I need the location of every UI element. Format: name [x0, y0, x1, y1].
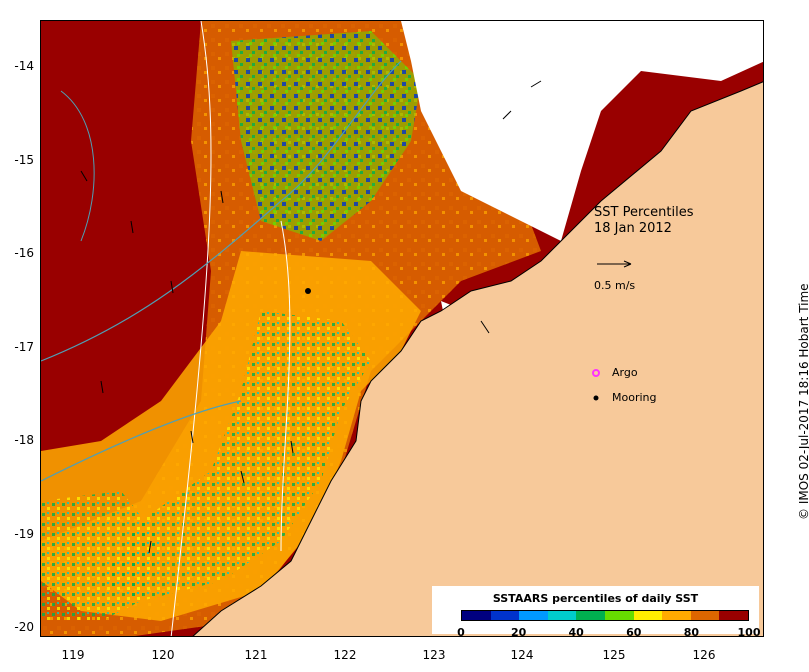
lat-tick-label: -14 — [14, 59, 34, 73]
colorbar — [461, 610, 749, 621]
colorbar-tick-label: 100 — [737, 626, 761, 639]
current-contour — [60, 90, 95, 242]
lon-tick-label: 119 — [61, 648, 85, 662]
lat-tick-label: -17 — [14, 340, 34, 354]
no-data-region — [401, 21, 763, 241]
colorbar-title: SSTAARS percentiles of daily SST — [492, 592, 699, 605]
lon-tick-label: 126 — [692, 648, 716, 662]
mooring-marker-map — [305, 288, 311, 294]
sst-map-canvas — [41, 21, 763, 636]
colorbar-swatch — [662, 611, 691, 620]
lon-tick-label: 123 — [422, 648, 446, 662]
current-vectors — [80, 80, 542, 554]
sst-region-green-south — [41, 491, 161, 621]
lon-tick-label: 124 — [510, 648, 534, 662]
lon-tick-label: 121 — [244, 648, 268, 662]
colorbar-tick-label: 0 — [457, 626, 465, 639]
sst-region-blue-texture — [231, 31, 421, 241]
colorbar-swatch — [490, 611, 520, 620]
lat-tick-label: -19 — [14, 527, 34, 541]
colorbar-swatch — [462, 611, 491, 620]
lat-tick-label: -20 — [14, 620, 34, 634]
colorbar-tick-label: 40 — [568, 626, 584, 639]
vector-scale-label: 0.5 m/s — [594, 279, 636, 292]
lon-tick-label: 122 — [333, 648, 357, 662]
lat-tick-label: -15 — [14, 153, 34, 167]
current-contour — [41, 60, 402, 362]
lon-tick-label: 120 — [151, 648, 175, 662]
land-mass — [192, 81, 763, 636]
colorbar-tick-label: 20 — [510, 626, 527, 639]
colorbar-legend: SSTAARS percentiles of daily SST 0 20 40… — [432, 586, 760, 639]
colorbar-tick-label: 80 — [683, 626, 700, 639]
mooring-legend-marker — [593, 395, 599, 401]
mooring-legend-label: Mooring — [612, 391, 657, 404]
colorbar-swatch — [576, 611, 605, 620]
credit-text: © IMOS 02-Jul-2017 18:16 Hobart Time — [797, 283, 809, 520]
colorbar-swatch — [690, 611, 720, 620]
colorbar-swatch — [719, 611, 748, 620]
current-contour — [280, 220, 291, 552]
argo-legend-marker — [592, 369, 600, 377]
lon-tick-label: 125 — [602, 648, 626, 662]
argo-legend-label: Argo — [612, 366, 638, 379]
colorbar-tick-label: 60 — [626, 626, 642, 639]
map-title-line2: 18 Jan 2012 — [594, 221, 672, 236]
colorbar-swatch — [547, 611, 577, 620]
legend-vector-arrow — [597, 260, 632, 268]
lat-tick-label: -18 — [14, 433, 34, 447]
colorbar-swatch — [519, 611, 548, 620]
map-title-line1: SST Percentiles — [594, 205, 694, 220]
lat-tick-label: -16 — [14, 246, 34, 260]
colorbar-swatch — [633, 611, 663, 620]
sst-map — [40, 20, 764, 637]
sst-region-green — [101, 311, 371, 601]
colorbar-swatch — [604, 611, 634, 620]
current-contour — [41, 400, 242, 482]
map-title: SST Percentiles 18 Jan 2012 — [594, 205, 694, 237]
current-contour — [170, 21, 212, 636]
